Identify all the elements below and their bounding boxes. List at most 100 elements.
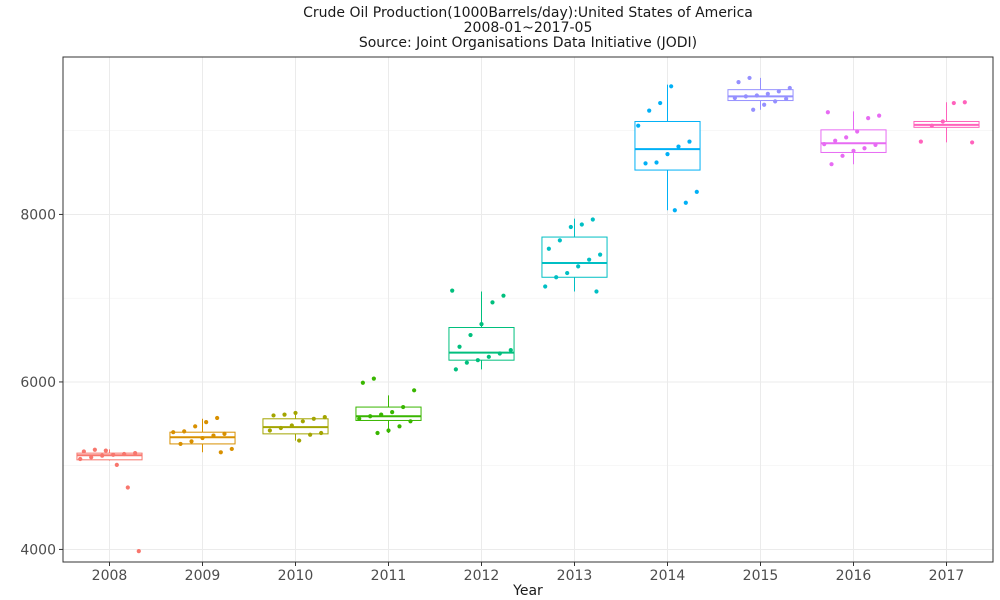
data-point [368,414,373,419]
data-point [866,116,871,121]
data-point [122,451,127,457]
data-point [322,415,327,420]
data-point [390,409,395,415]
box-iqr [76,452,143,461]
data-point [486,354,491,359]
data-point [171,430,176,435]
box-2015 [727,77,794,110]
points-2012 [450,288,513,372]
data-point [319,430,324,436]
data-point [218,450,223,455]
data-point [297,438,302,443]
axes: 4000 6000 8000 2008 2009 2010 2011 2012 2013 2014… [20,207,964,584]
data-point [508,348,513,353]
data-point [687,139,692,144]
data-point [293,410,298,416]
box-iqr [727,89,794,102]
data-point [647,108,652,113]
data-point [970,140,975,145]
chart-title-line-1: Crude Oil Production(1000Barrels/day):Un… [303,5,753,21]
box-2013 [541,218,608,292]
x-tick-label: 2012 [464,568,500,584]
data-point [204,420,209,425]
data-point [200,435,205,441]
data-point [468,332,473,338]
data-point [229,446,234,452]
points-2017 [918,100,975,145]
data-point [773,99,778,104]
data-point [114,462,119,467]
data-point [289,423,294,428]
box-iqr [448,327,515,361]
data-point [136,549,141,554]
data-point [81,449,86,454]
data-point [546,246,551,251]
data-point [92,447,97,452]
chart-title-line-3: Source: Joint Organisations Data Initiat… [359,35,697,51]
box-2012 [448,291,515,370]
x-tick-label: 2008 [92,568,128,584]
points-2008 [78,447,141,554]
data-point [636,123,641,128]
data-point [654,160,659,165]
points-2010 [267,410,327,443]
box-2017 [913,102,980,143]
points-2015 [732,75,792,112]
data-point [754,93,759,98]
x-tick-label: 2013 [557,568,593,584]
data-point [125,485,130,490]
data-point [282,412,287,417]
data-point [694,189,699,194]
data-point [747,75,752,81]
data-point [357,416,362,421]
data-point [271,413,276,418]
data-point [676,144,681,149]
data-point [751,107,756,112]
data-point [776,89,781,94]
box-2010 [262,412,329,441]
points-2011 [357,376,417,436]
data-point [862,146,867,151]
points-2016 [822,110,882,167]
data-point [851,148,856,153]
data-point [594,289,599,294]
data-point [840,153,845,158]
y-tick-label: 4000 [20,542,56,558]
data-point [590,217,595,222]
data-point [829,162,834,167]
data-point [103,448,108,453]
data-point [100,453,105,458]
data-point [565,270,570,276]
box-2008 [76,449,143,461]
x-tick-label: 2016 [836,568,872,584]
data-point [736,80,741,85]
data-point [844,135,849,140]
data-point [311,416,316,421]
x-tick-label: 2010 [278,568,314,584]
data-point [401,404,406,410]
data-point [787,85,792,91]
data-point [490,300,495,305]
data-point [940,119,945,124]
data-point [89,455,94,460]
data-point [453,367,458,372]
data-point [178,441,183,447]
points-2009 [171,415,234,455]
data-point [412,388,417,393]
data-point [278,425,283,431]
data-point [408,419,413,424]
x-tick-label: 2014 [650,568,686,584]
box-series [76,77,980,461]
data-point [501,293,506,298]
data-point [479,322,484,327]
data-point [762,102,767,107]
data-point [683,200,688,205]
data-point [732,95,737,101]
x-tick-label: 2011 [371,568,407,584]
data-point [743,94,748,99]
data-point [497,351,502,356]
data-point [543,284,548,289]
data-point [825,110,830,115]
data-point [658,100,663,106]
